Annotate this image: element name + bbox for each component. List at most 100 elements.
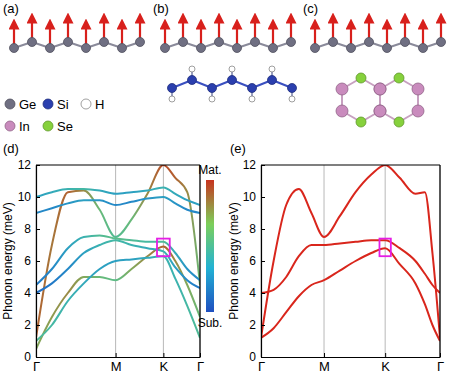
panel-label: (a) (3, 1, 19, 16)
y-tick-label: 6 (249, 254, 256, 268)
atom (81, 99, 91, 109)
atom (136, 38, 145, 47)
tick-mark (36, 293, 40, 294)
atom (287, 38, 296, 47)
legend-label: Si (57, 97, 69, 112)
y-axis-title: Phonon energy (meV) (1, 202, 15, 319)
x-tick: K (381, 353, 390, 374)
atom (189, 66, 195, 72)
axis-line (262, 357, 441, 358)
atom (161, 44, 170, 53)
y-tick-label: 0 (24, 350, 31, 364)
y-tick: 4 (24, 286, 40, 300)
atom (412, 105, 424, 117)
atom (383, 44, 392, 53)
y-tick: 10 (18, 190, 40, 204)
atom (197, 44, 206, 53)
x-tick-label: Γ (197, 359, 204, 374)
legend-label: Ge (19, 97, 36, 112)
grid-line (440, 165, 441, 357)
tick-mark (36, 261, 40, 262)
atom (356, 117, 366, 127)
tick-mark (261, 325, 265, 326)
chart: ΓMKΓ024681012(d)Phonon energy (meV)Sub.M… (1, 141, 222, 374)
chart-title: (d) (3, 141, 19, 156)
tick-mark (163, 353, 164, 357)
grid (36, 165, 200, 357)
x-tick-label: Γ (33, 359, 40, 374)
spin-arrow (200, 24, 202, 45)
band (36, 256, 200, 341)
atom (394, 117, 404, 127)
plot: ΓMKΓ024681012 (243, 158, 444, 374)
tick-mark (36, 325, 40, 326)
y-tick-label: 0 (249, 350, 256, 364)
series-group (261, 165, 440, 341)
spin-arrow (103, 18, 105, 39)
tick-mark (261, 293, 265, 294)
atom (168, 84, 177, 93)
y-tick: 8 (249, 222, 265, 236)
y-tick-label: 6 (24, 254, 31, 268)
tick-mark (36, 229, 40, 230)
x-tick-label: Γ (437, 359, 444, 374)
atom (64, 38, 73, 47)
atom (215, 38, 224, 47)
x-tick: M (111, 353, 122, 374)
atom (374, 105, 386, 117)
y-tick-label: 10 (18, 190, 32, 204)
y-tick-label: 12 (243, 158, 257, 172)
chart: ΓMKΓ024681012(e)Phonon energy (meV) (227, 141, 444, 374)
tick-mark (36, 357, 40, 358)
atom (268, 76, 277, 85)
colorbar (206, 180, 214, 312)
y-tick: 0 (249, 350, 265, 364)
atom (10, 44, 19, 53)
grid-line (385, 165, 386, 357)
y-tick: 8 (24, 222, 40, 236)
y-tick-label: 2 (24, 318, 31, 332)
colorbar-label: Mat. (198, 163, 221, 177)
tick-mark (261, 197, 265, 198)
atom (251, 38, 260, 47)
y-tick-label: 12 (18, 158, 32, 172)
atom (5, 99, 15, 109)
atom (412, 83, 424, 95)
band (36, 240, 200, 293)
y-tick-label: 8 (24, 222, 31, 236)
y-tick: 4 (249, 286, 265, 300)
frame (261, 164, 440, 165)
legend-label: Se (57, 119, 73, 134)
atom (269, 66, 275, 72)
band (36, 247, 200, 349)
band (261, 248, 440, 341)
structures: (a)(b)(c)GeSiHInSe (3, 1, 446, 134)
spin-arrow (236, 24, 238, 45)
x-axis: ΓMKΓ (258, 353, 444, 374)
x-axis: ΓMKΓ (33, 353, 204, 374)
spin-arrow (350, 24, 352, 45)
y-tick-label: 4 (24, 286, 31, 300)
tick-mark (385, 353, 386, 357)
colorbar-label: Sub. (198, 316, 223, 330)
highlight-box (379, 239, 390, 257)
y-tick: 6 (24, 254, 40, 268)
atom (118, 44, 127, 53)
tick-mark (261, 229, 265, 230)
atom (365, 38, 374, 47)
y-axis: 0 2 4 6 8 10 12 (18, 158, 40, 364)
tick-mark (36, 197, 40, 198)
spin-arrow (332, 18, 334, 39)
atom (269, 44, 278, 53)
atom (437, 38, 446, 47)
atom (46, 44, 55, 53)
x-tick: M (319, 353, 330, 374)
spin-arrow (254, 18, 256, 39)
spin-arrow (121, 24, 123, 45)
tick-mark (116, 353, 117, 357)
atom (5, 121, 15, 131)
y-tick-label: 8 (249, 222, 256, 236)
atom (249, 96, 255, 102)
atom (288, 84, 297, 93)
atom (248, 84, 257, 93)
